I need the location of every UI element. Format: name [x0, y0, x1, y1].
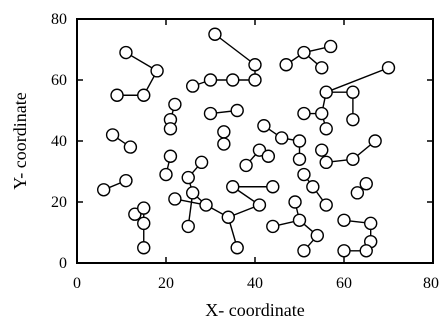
data-point-6: [185, 79, 200, 93]
data-point-5: [248, 58, 262, 72]
data-point-25: [163, 122, 178, 136]
y-tick-label-0: 0: [59, 255, 67, 272]
data-point-17: [319, 85, 333, 99]
data-point-14: [315, 61, 329, 75]
data-point-47: [168, 192, 182, 206]
data-point-23: [168, 97, 182, 112]
y-tick-label-20: 20: [51, 194, 67, 211]
data-point-26: [105, 128, 120, 142]
data-point-28: [257, 119, 271, 133]
data-point-11: [230, 103, 244, 118]
data-point-13: [297, 45, 311, 60]
data-point-40: [239, 158, 253, 173]
data-point-41: [163, 149, 178, 163]
data-point-12: [279, 58, 293, 72]
data-point-50: [266, 180, 280, 194]
data-point-63: [137, 216, 151, 231]
data-point-1: [150, 64, 164, 78]
data-point-3: [110, 88, 124, 102]
data-point-44: [181, 170, 195, 185]
data-point-74: [337, 244, 351, 258]
data-point-73: [359, 244, 373, 258]
data-point-39: [261, 149, 276, 163]
data-point-57: [350, 186, 365, 200]
y-tick-label-60: 60: [51, 72, 67, 89]
x-tick-label-40: 40: [247, 275, 263, 292]
data-point-8: [226, 73, 240, 87]
y-tick-label-80: 80: [51, 11, 67, 28]
data-point-29: [275, 131, 289, 145]
data-point-21: [346, 112, 360, 127]
data-point-16: [381, 61, 396, 75]
data-point-69: [297, 244, 311, 258]
data-point-35: [368, 134, 382, 148]
data-point-36: [217, 125, 231, 139]
data-point-10: [203, 106, 218, 121]
data-point-71: [364, 216, 378, 231]
ticks-layer: [76, 18, 434, 264]
data-point-9: [248, 73, 262, 87]
data-point-43: [194, 155, 209, 170]
data-point-48: [181, 219, 195, 234]
data-point-67: [288, 195, 302, 209]
data-point-37: [217, 137, 231, 151]
data-point-64: [137, 241, 151, 255]
data-point-15: [323, 39, 338, 54]
data-point-20: [297, 106, 311, 121]
data-point-56: [319, 198, 333, 212]
data-point-52: [230, 241, 244, 255]
data-point-53: [252, 198, 267, 212]
data-point-0: [119, 45, 133, 60]
data-point-45: [185, 186, 200, 200]
link-line-3: [214, 33, 256, 66]
data-point-30: [292, 134, 307, 148]
data-point-46: [199, 198, 213, 212]
data-point-65: [266, 219, 280, 234]
data-point-33: [319, 155, 333, 170]
x-tick-label-20: 20: [158, 275, 174, 292]
data-point-66: [292, 213, 307, 228]
y-axis-label: Y- coordinate: [10, 92, 30, 189]
data-point-2: [137, 88, 151, 102]
data-point-51: [221, 210, 236, 224]
data-point-68: [310, 228, 324, 243]
x-axis-label: X- coordinate: [205, 300, 304, 320]
data-point-7: [203, 73, 218, 87]
data-point-34: [346, 152, 360, 167]
data-point-22: [319, 122, 333, 136]
data-point-4: [208, 27, 222, 41]
data-point-60: [119, 173, 133, 188]
y-tick-label-40: 40: [51, 133, 67, 150]
x-tick-label-0: 0: [73, 275, 81, 292]
data-point-54: [297, 167, 311, 182]
data-point-55: [306, 180, 320, 194]
link-line-13: [325, 67, 389, 93]
data-point-18: [346, 85, 360, 99]
data-point-62: [137, 201, 151, 215]
x-tick-label-60: 60: [336, 275, 352, 292]
data-point-32: [315, 143, 329, 157]
nodes-layer: [96, 27, 396, 258]
data-point-42: [159, 167, 173, 182]
data-point-49: [226, 180, 240, 194]
data-point-70: [337, 213, 351, 228]
data-point-19: [315, 106, 329, 121]
data-point-59: [96, 183, 111, 197]
data-point-58: [359, 176, 373, 191]
x-tick-label-80: 80: [423, 275, 439, 292]
data-point-31: [292, 152, 307, 167]
data-point-27: [123, 140, 138, 154]
